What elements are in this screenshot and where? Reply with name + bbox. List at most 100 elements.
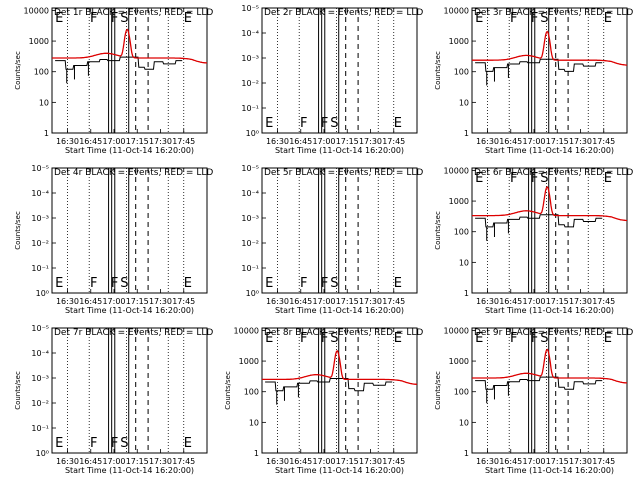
y-tick-label: 10⁰ [36,289,49,298]
event-marker: F [321,331,328,346]
event-marker: F [90,11,97,26]
y-tick-label: 10⁻⁴ [241,189,259,198]
y-tick-label: 10 [459,258,469,267]
event-marker: E [184,436,192,451]
panel-p3: Det 3r BLACK = Events, RED = LLD 16:30 16:… [434,6,633,155]
y-tick-label: 1 [464,289,469,298]
event-marker: E [55,436,63,451]
y-tick-label: 10⁻³ [31,214,49,223]
y-axis-label: Counts/sec [434,211,442,250]
x-tick-label: 17:00 [102,137,125,146]
x-tick-label: 16:45 [289,457,312,466]
event-marker: F [90,436,97,451]
event-marker: F [300,116,307,131]
event-marker: F [90,276,97,291]
panel-p4: Det 4r BLACK = Events, RED = LLD 16:30 16:… [14,164,213,315]
x-tick-label: 17:15 [336,137,359,146]
y-axis-label: Counts/sec [14,51,22,90]
events-series-line [475,58,603,72]
event-marker: F [531,331,538,346]
y-axis-label: Counts/sec [224,371,232,410]
x-tick-label: 17:45 [172,457,195,466]
lld-series-line [472,186,627,222]
x-tick-label: 17:00 [312,457,335,466]
y-tick-label: 10⁻³ [241,214,259,223]
event-marker: F [510,171,517,186]
y-tick-label: 10000 [234,326,259,335]
event-marker: E [604,171,612,186]
x-tick-label: 17:45 [592,297,615,306]
event-marker: E [475,11,483,26]
y-tick-label: 10⁻¹ [31,264,49,273]
events-series-line [265,378,393,392]
x-tick-label: 17:00 [312,297,335,306]
event-marker: E [55,11,63,26]
y-axis-label: Counts/sec [434,371,442,410]
x-tick-label: 16:45 [289,297,312,306]
y-tick-label: 10000 [444,166,469,175]
event-marker: F [510,331,517,346]
event-marker: E [55,276,63,291]
y-tick-label: 10⁻⁴ [31,349,49,358]
y-tick-label: 10⁻⁴ [241,29,259,38]
panel-title: Det 1r BLACK = Events, RED = LLD [54,8,213,18]
panel-title: Det 6r BLACK = Events, RED = LLD [474,168,633,178]
event-marker: S [120,436,128,451]
y-tick-label: 10⁻² [241,79,259,88]
event-marker: S [120,276,128,291]
event-marker: E [394,116,402,131]
event-marker: E [475,171,483,186]
event-marker: S [120,11,128,26]
x-tick-label: 17:45 [592,137,615,146]
x-tick-label: 16:30 [56,297,79,306]
lld-series-line [472,348,628,384]
x-tick-label: 17:45 [382,137,405,146]
x-tick-label: 17:30 [359,137,382,146]
event-marker: F [111,11,118,26]
x-tick-label: 16:30 [266,457,289,466]
x-tick-label: 17:30 [149,297,172,306]
x-tick-label: 17:00 [522,457,545,466]
panel-title: Det 5r BLACK = Events, RED = LLD [264,168,423,178]
panel-title: Det 4r BLACK = Events, RED = LLD [54,168,213,178]
event-marker: S [540,171,548,186]
x-tick-label: 16:45 [79,457,102,466]
x-axis-label: Start Time (11-Oct-14 16:20:00) [485,306,614,315]
x-tick-label: 17:30 [569,297,592,306]
x-tick-label: 16:30 [56,457,79,466]
y-axis-label: Counts/sec [14,371,22,410]
y-tick-label: 1 [44,129,49,138]
x-tick-label: 17:00 [102,297,125,306]
plot-frame [261,7,418,134]
x-tick-label: 16:30 [266,297,289,306]
y-tick-label: 100 [454,68,469,77]
y-tick-label: 10⁻¹ [241,264,259,273]
event-marker: F [111,436,118,451]
y-tick-label: 10⁰ [246,129,259,138]
y-tick-label: 10000 [24,6,49,15]
x-tick-label: 17:15 [126,297,149,306]
plot-frame [261,167,418,294]
event-marker: F [111,276,118,291]
x-tick-label: 16:30 [266,137,289,146]
event-marker: F [510,11,517,26]
panel-p8: Det 8r BLACK = Events, RED = LLD 16:30 16:… [224,326,423,475]
y-tick-label: 10 [39,98,49,107]
x-tick-label: 17:45 [382,457,405,466]
x-tick-label: 17:00 [522,297,545,306]
x-axis-label: Start Time (11-Oct-14 16:20:00) [275,466,404,475]
x-axis-label: Start Time (11-Oct-14 16:20:00) [275,306,404,315]
panel-title: Det 7r BLACK = Events, RED = LLD [54,328,213,338]
plot-frame [471,327,628,454]
plot-frame [51,327,208,454]
y-tick-label: 10⁻¹ [241,104,259,113]
plot-frame [51,7,208,134]
x-tick-label: 17:00 [312,137,335,146]
panel-p5: Det 5r BLACK = Events, RED = LLD 16:30 16:… [241,164,423,315]
x-axis-label: Start Time (11-Oct-14 16:20:00) [65,146,194,155]
y-tick-label: 10⁻⁵ [31,324,49,333]
x-tick-label: 17:15 [546,297,569,306]
y-tick-label: 10⁰ [246,289,259,298]
x-tick-label: 17:15 [126,137,149,146]
